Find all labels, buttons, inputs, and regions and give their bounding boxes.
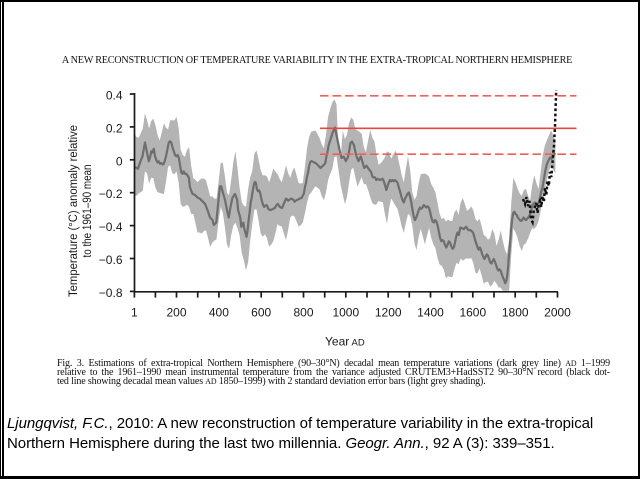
svg-text:−0.4: −0.4 — [99, 220, 123, 234]
svg-text:−0.6: −0.6 — [99, 253, 123, 267]
svg-text:AD: AD — [352, 338, 365, 349]
svg-text:400: 400 — [209, 306, 229, 320]
svg-text:600: 600 — [251, 306, 271, 320]
svg-text:800: 800 — [293, 306, 313, 320]
svg-text:1800: 1800 — [502, 306, 529, 320]
svg-text:0.2: 0.2 — [106, 121, 123, 135]
svg-text:−0.2: −0.2 — [99, 187, 123, 201]
svg-text:1200: 1200 — [375, 306, 402, 320]
svg-text:Year: Year — [325, 335, 349, 349]
svg-text:1: 1 — [131, 306, 138, 320]
svg-text:Temperature (°C) anomaly relat: Temperature (°C) anomaly relative — [68, 125, 80, 297]
svg-text:2000: 2000 — [544, 306, 571, 320]
svg-text:0.4: 0.4 — [106, 89, 123, 103]
svg-text:1000: 1000 — [332, 306, 359, 320]
svg-text:−0.8: −0.8 — [99, 286, 123, 300]
svg-text:1400: 1400 — [417, 306, 444, 320]
svg-text:0: 0 — [116, 154, 123, 168]
svg-text:1600: 1600 — [459, 306, 486, 320]
svg-text:200: 200 — [166, 306, 186, 320]
svg-text:to the 1961–90 mean: to the 1961–90 mean — [82, 165, 94, 258]
